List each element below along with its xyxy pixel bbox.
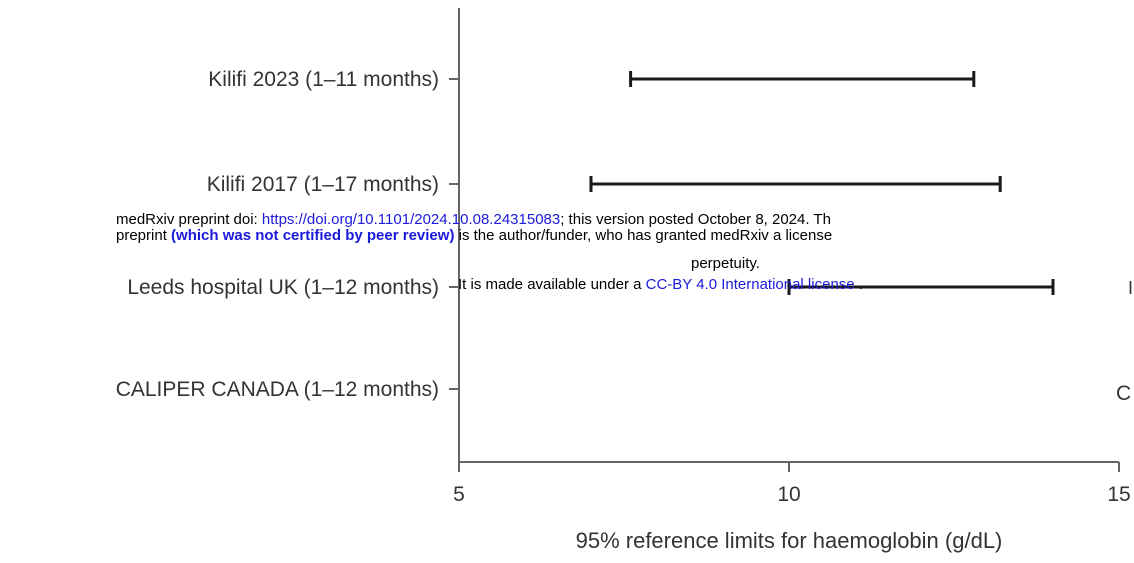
watermark-available-text: It is made available under a xyxy=(458,276,646,293)
watermark-perpetuity-text: perpetuity. xyxy=(691,255,760,272)
watermark-license-text: is the author/funder, who has granted me… xyxy=(454,227,833,244)
category-label-2: Leeds hospital UK (1–12 months) xyxy=(127,276,439,299)
watermark-period: . xyxy=(854,276,863,293)
chart-marks xyxy=(589,71,1055,295)
watermark-doi-prefix: medRxiv preprint doi: xyxy=(116,211,262,228)
x-tick-label-1: 10 xyxy=(777,483,800,506)
x-tick-label-2: 15 xyxy=(1107,483,1130,506)
watermark-line-4: It is made available under a CC-BY 4.0 I… xyxy=(458,277,863,293)
watermark-line-2: preprint (which was not certified by pee… xyxy=(116,228,832,244)
clipped-edge-mark: I xyxy=(1128,278,1134,298)
x-tick-label-0: 5 xyxy=(453,483,465,506)
doi-link[interactable]: https://doi.org/10.1101/2024.10.08.24315… xyxy=(261,211,561,228)
watermark-preprint-text: preprint xyxy=(116,227,172,244)
category-label-3: CALIPER CANADA (1–12 months) xyxy=(116,378,439,401)
category-label-0: Kilifi 2023 (1–11 months) xyxy=(208,68,439,91)
watermark-line-1: medRxiv preprint doi: https://doi.org/10… xyxy=(116,212,831,228)
chart-axes: 5 10 15 Kilifi 2023 (1–11 months) Kilifi 201… xyxy=(116,8,1131,506)
watermark-line-3: perpetuity. xyxy=(691,256,760,272)
clipped-edge-letter: C xyxy=(1116,382,1132,405)
watermark-version-text: ; this version posted October 8, 2024. T… xyxy=(560,211,831,228)
x-axis-label: 95% reference limits for haemoglobin (g/… xyxy=(576,528,1003,553)
cc-by-license-link[interactable]: CC-BY 4.0 International license xyxy=(645,276,855,293)
watermark-peer-review-text: (which was not certified by peer review) xyxy=(171,227,455,244)
category-label-1: Kilifi 2017 (1–17 months) xyxy=(207,173,439,196)
